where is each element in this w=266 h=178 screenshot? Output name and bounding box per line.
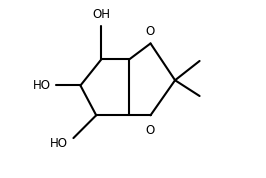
Text: O: O (145, 124, 154, 137)
Text: O: O (145, 25, 154, 38)
Text: OH: OH (93, 8, 110, 21)
Text: HO: HO (33, 79, 51, 92)
Text: HO: HO (50, 137, 68, 150)
